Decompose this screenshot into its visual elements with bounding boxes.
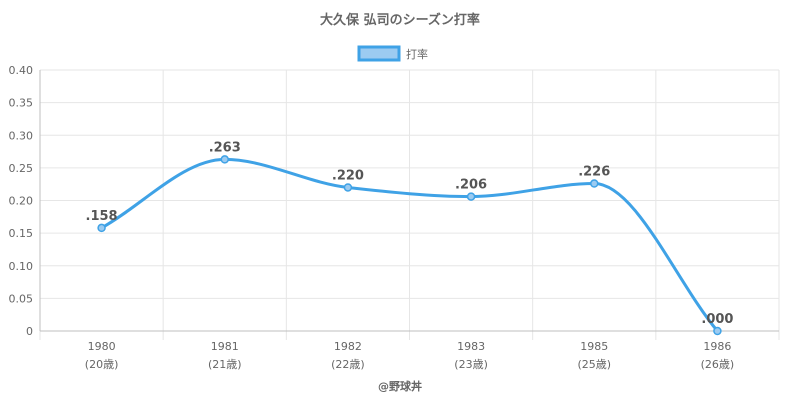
data-labels: .158 .263 .220 .206 .226 .000 [86, 140, 734, 327]
x-axis-ticks: 1980 (20歳) 1981 (21歳) 1982 (22歳) 1983 (23歳) 1985… [85, 340, 734, 371]
y-tick-label: 0.05 [9, 292, 34, 305]
y-tick-label: 0.20 [9, 195, 34, 208]
y-tick-label: 0.25 [9, 162, 34, 175]
x-tick-sublabel: (20歳) [85, 358, 119, 371]
y-tick-label: 0 [26, 325, 33, 338]
series-line [100, 157, 719, 332]
axes [39, 70, 779, 332]
x-tick-sublabel: (22歳) [331, 358, 365, 371]
x-tick-sublabel: (23歳) [454, 358, 488, 371]
y-tick-label: 0.30 [9, 129, 34, 142]
legend-label: 打率 [406, 47, 428, 61]
gridlines [39, 69, 780, 340]
x-tick-label: 1985 [580, 340, 608, 353]
data-points[interactable] [97, 155, 722, 336]
data-point[interactable] [713, 326, 722, 336]
x-tick-label: 1986 [703, 340, 731, 353]
y-tick-label: 0.40 [9, 64, 34, 77]
y-tick-label: 0.35 [9, 97, 34, 110]
data-point[interactable] [590, 179, 599, 188]
data-label: .206 [455, 178, 487, 193]
data-label: .263 [209, 140, 241, 155]
x-tick-label: 1981 [211, 340, 239, 353]
data-point[interactable] [97, 223, 106, 233]
chart-title: 大久保 弘司のシーズン打率 [320, 12, 480, 28]
data-point[interactable] [343, 183, 353, 192]
x-tick-label: 1980 [88, 340, 116, 353]
y-axis-ticks: 0 0.05 0.10 0.15 0.20 0.25 0.30 0.35 0.40 [9, 64, 34, 338]
x-tick-sublabel: (21歳) [208, 358, 242, 371]
legend-swatch [357, 45, 401, 62]
data-point[interactable] [220, 155, 229, 164]
credit-text: @野球丼 [378, 379, 422, 393]
data-label: .000 [701, 312, 733, 327]
x-tick-label: 1983 [457, 340, 485, 353]
data-label: .220 [332, 168, 364, 183]
x-tick-sublabel: (26歳) [701, 358, 735, 371]
legend[interactable]: 打率 [357, 45, 428, 62]
data-label: .158 [86, 209, 118, 224]
x-tick-sublabel: (25歳) [577, 358, 611, 371]
y-tick-label: 0.15 [9, 227, 34, 240]
x-tick-label: 1982 [334, 340, 362, 353]
data-label: .226 [578, 165, 610, 180]
data-point[interactable] [466, 192, 476, 201]
series-line-path [100, 157, 719, 332]
y-tick-label: 0.10 [9, 260, 34, 273]
